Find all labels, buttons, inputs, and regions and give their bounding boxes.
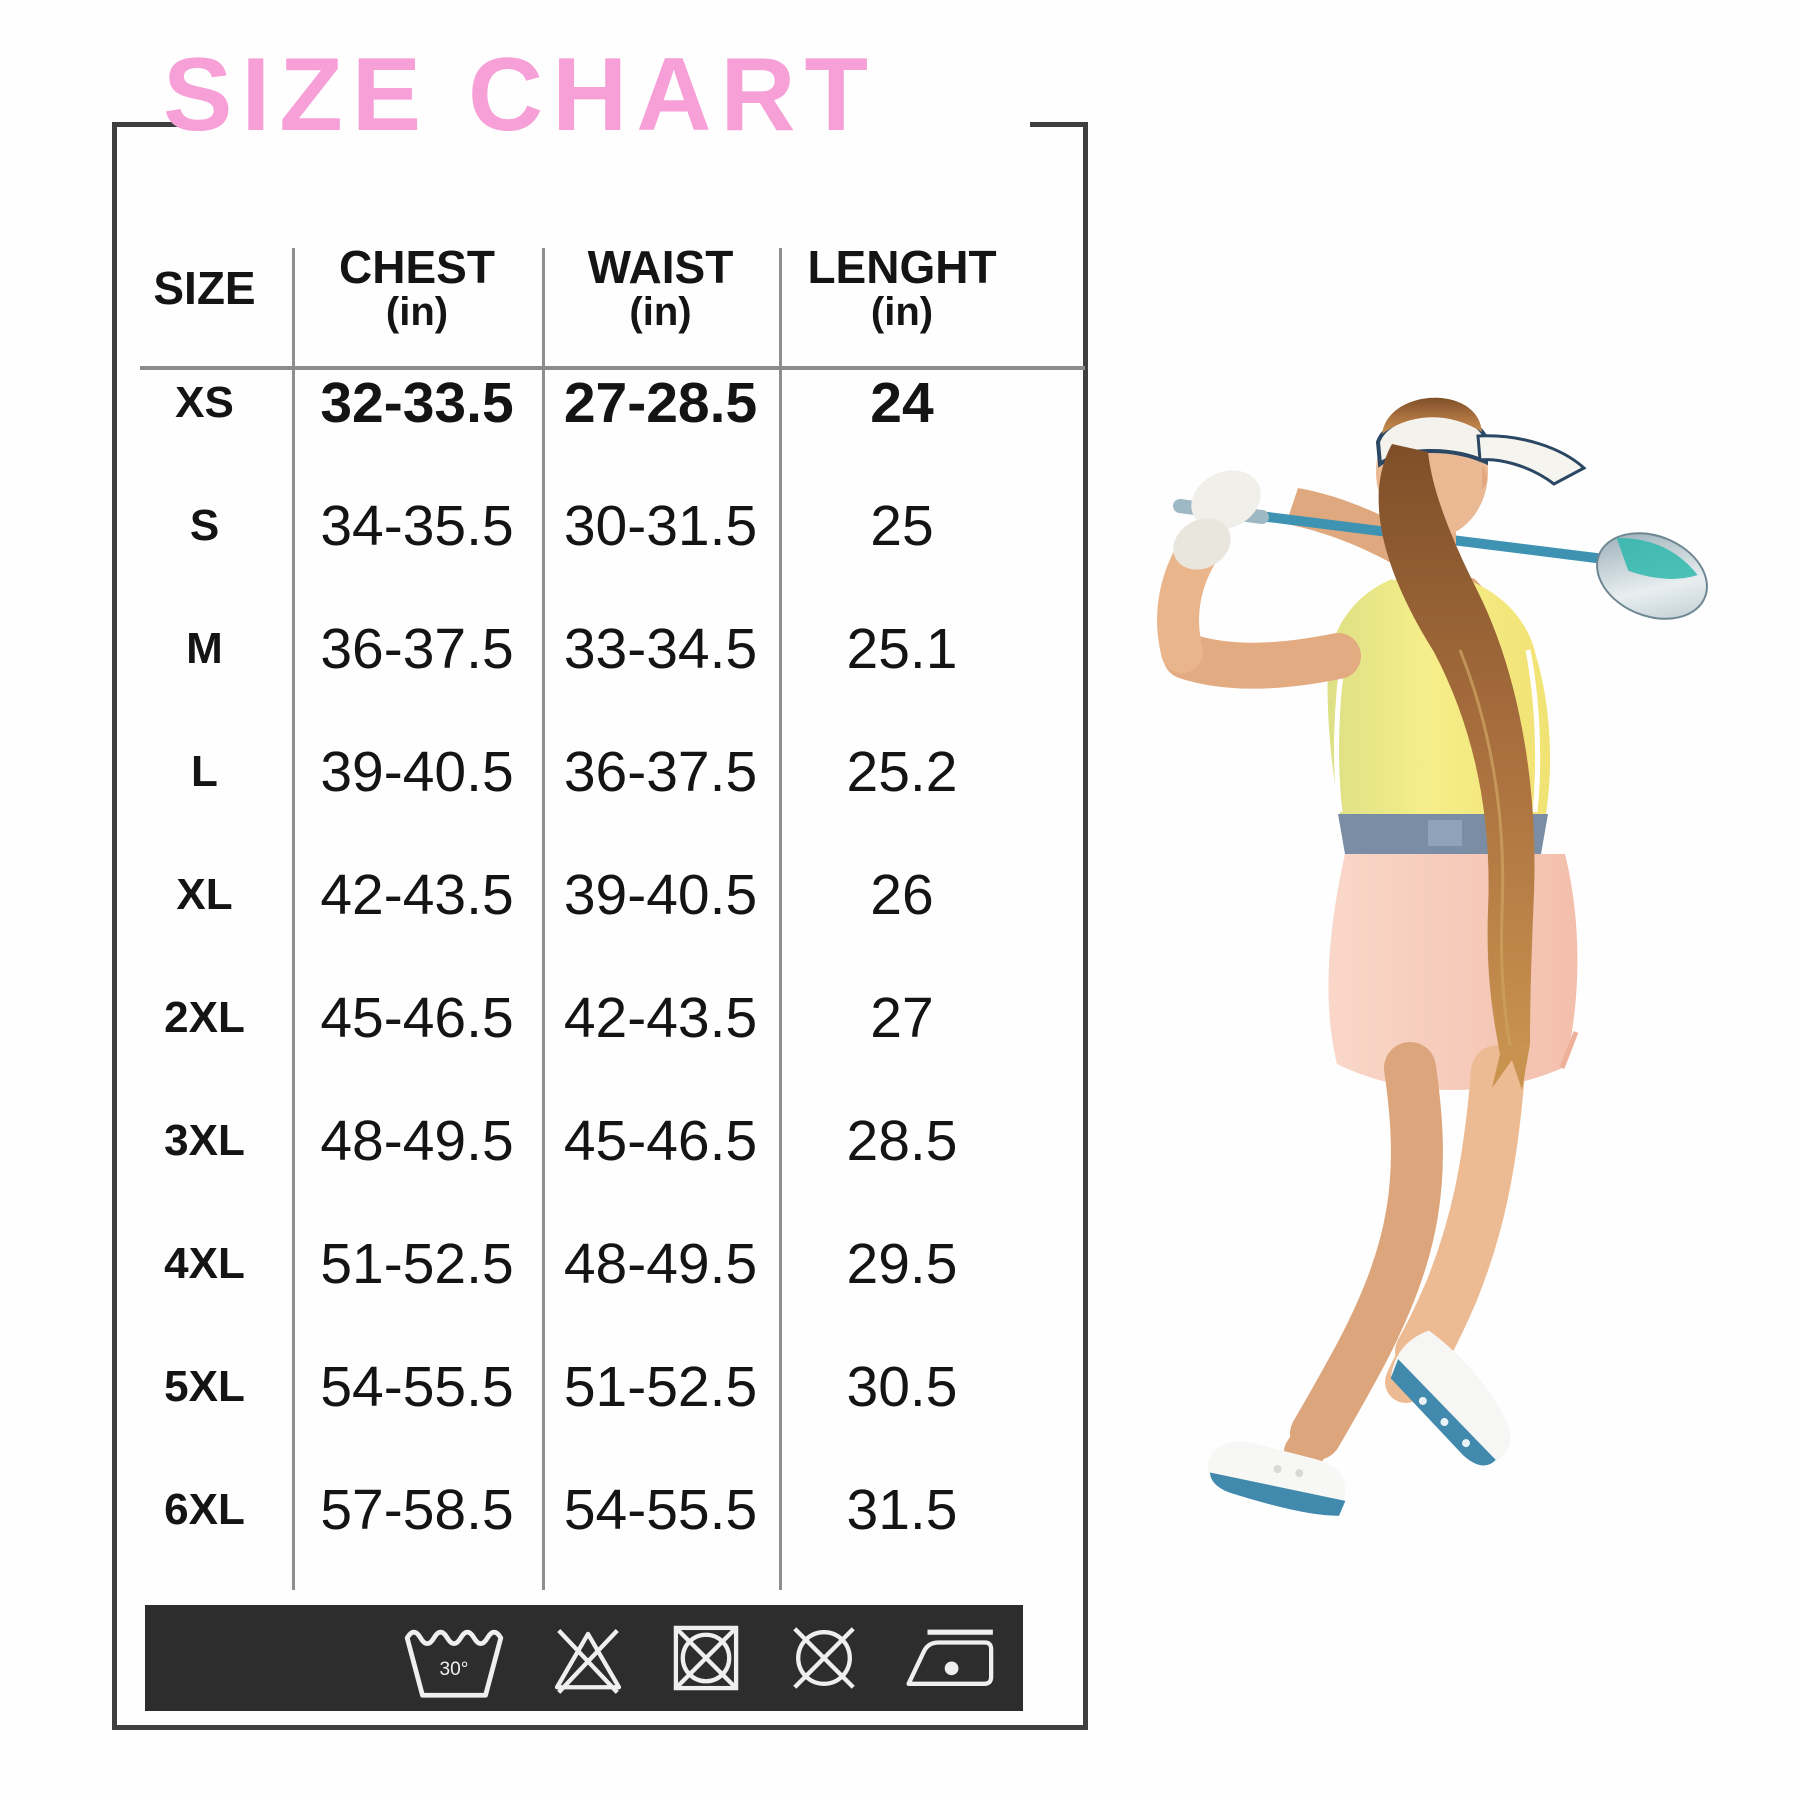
waist-value: 27-28.5 (563, 370, 758, 435)
shoe-front (1390, 1330, 1511, 1466)
waist-value: 39-40.5 (563, 862, 758, 927)
chest-value: 34-35.5 (320, 493, 514, 558)
size-label: XL (176, 869, 233, 919)
length-value: 25.1 (846, 616, 958, 681)
length-value: 30.5 (846, 1354, 958, 1419)
glove (1173, 518, 1231, 570)
length-value: 26 (870, 862, 934, 927)
waist-value: 48-49.5 (563, 1231, 758, 1296)
legs (1284, 1042, 1525, 1472)
chest-value: 45-46.5 (320, 985, 514, 1050)
header-underline (140, 366, 1085, 370)
length-value: 28.5 (846, 1108, 958, 1173)
chest-value: 32-33.5 (320, 370, 514, 435)
care-bar: 30° (145, 1605, 1023, 1711)
do-not-tumble-dry-icon (673, 1625, 739, 1691)
glove (1191, 470, 1261, 530)
column-divider (542, 248, 545, 1590)
size-label: 5XL (164, 1361, 245, 1411)
size-table: SIZE CHEST (in) WAIST (in) LENGHT (in) XS 3… (117, 218, 1025, 1571)
svg-text:30°: 30° (440, 1659, 469, 1680)
do-not-dry-clean-icon (793, 1627, 855, 1689)
near-arm (1157, 470, 1361, 689)
chest-value: 48-49.5 (320, 1108, 514, 1173)
waist-value: 54-55.5 (563, 1477, 758, 1542)
waist-value: 42-43.5 (563, 985, 758, 1050)
shoe-back (1207, 1441, 1346, 1516)
skirt (1328, 854, 1579, 1090)
size-label: XS (175, 377, 234, 427)
waist-value: 51-52.5 (563, 1354, 758, 1419)
waist-value: 33-34.5 (563, 616, 758, 681)
size-label: 4XL (164, 1238, 245, 1288)
title-border-gap (190, 112, 1030, 138)
size-label: M (186, 623, 223, 673)
length-value: 25 (870, 493, 934, 558)
size-label: 3XL (164, 1115, 245, 1165)
chest-value: 51-52.5 (320, 1231, 514, 1296)
chest-value: 54-55.5 (320, 1354, 514, 1419)
wash-30-icon: 30° (404, 1629, 504, 1698)
chest-value: 39-40.5 (320, 739, 514, 804)
header-chest: CHEST (in) (339, 240, 495, 335)
waist-value: 45-46.5 (563, 1108, 758, 1173)
header-waist: WAIST (in) (587, 240, 734, 335)
golfer-photo (1157, 397, 1708, 1516)
page-title: SIZE CHART (163, 37, 877, 153)
ponytail (1378, 397, 1535, 1090)
column-divider (292, 248, 295, 1590)
size-label: L (191, 746, 218, 796)
length-value: 25.2 (846, 739, 958, 804)
waist-value: 30-31.5 (563, 493, 758, 558)
do-not-bleach-icon (554, 1629, 622, 1694)
waist-value: 36-37.5 (563, 739, 758, 804)
size-label: S (189, 500, 220, 550)
column-divider (779, 248, 782, 1590)
chest-value: 42-43.5 (320, 862, 514, 927)
size-label: 6XL (164, 1484, 245, 1534)
iron-low-icon (906, 1629, 994, 1686)
header-length: LENGHT (in) (807, 240, 997, 335)
length-value: 24 (870, 370, 934, 435)
length-value: 27 (870, 985, 934, 1050)
size-label: 2XL (164, 992, 245, 1042)
header-size: SIZE (153, 261, 256, 314)
length-value: 31.5 (846, 1477, 958, 1542)
length-value: 29.5 (846, 1231, 958, 1296)
chest-value: 57-58.5 (320, 1477, 514, 1542)
chest-value: 36-37.5 (320, 616, 514, 681)
